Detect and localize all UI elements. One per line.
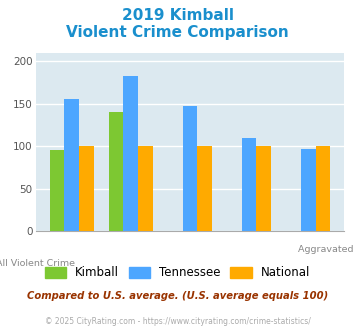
Bar (50, 150, 64, 231)
Bar (79, 146, 94, 231)
Bar (182, 106, 197, 231)
Bar (301, 149, 316, 231)
Bar (197, 146, 212, 231)
Text: Violent Crime Comparison: Violent Crime Comparison (66, 25, 289, 40)
Bar (109, 112, 124, 231)
Bar (242, 138, 256, 231)
Bar (124, 76, 138, 231)
Text: All Violent Crime: All Violent Crime (0, 259, 75, 268)
Legend: Kimball, Tennessee, National: Kimball, Tennessee, National (40, 262, 315, 284)
Bar (138, 146, 153, 231)
Bar (256, 146, 271, 231)
Text: Compared to U.S. average. (U.S. average equals 100): Compared to U.S. average. (U.S. average … (27, 291, 328, 301)
Text: Aggravated Assault: Aggravated Assault (298, 245, 355, 254)
Text: 2019 Kimball: 2019 Kimball (121, 8, 234, 23)
Text: © 2025 CityRating.com - https://www.cityrating.com/crime-statistics/: © 2025 CityRating.com - https://www.city… (45, 317, 310, 326)
Bar (316, 146, 330, 231)
Bar (64, 99, 79, 231)
